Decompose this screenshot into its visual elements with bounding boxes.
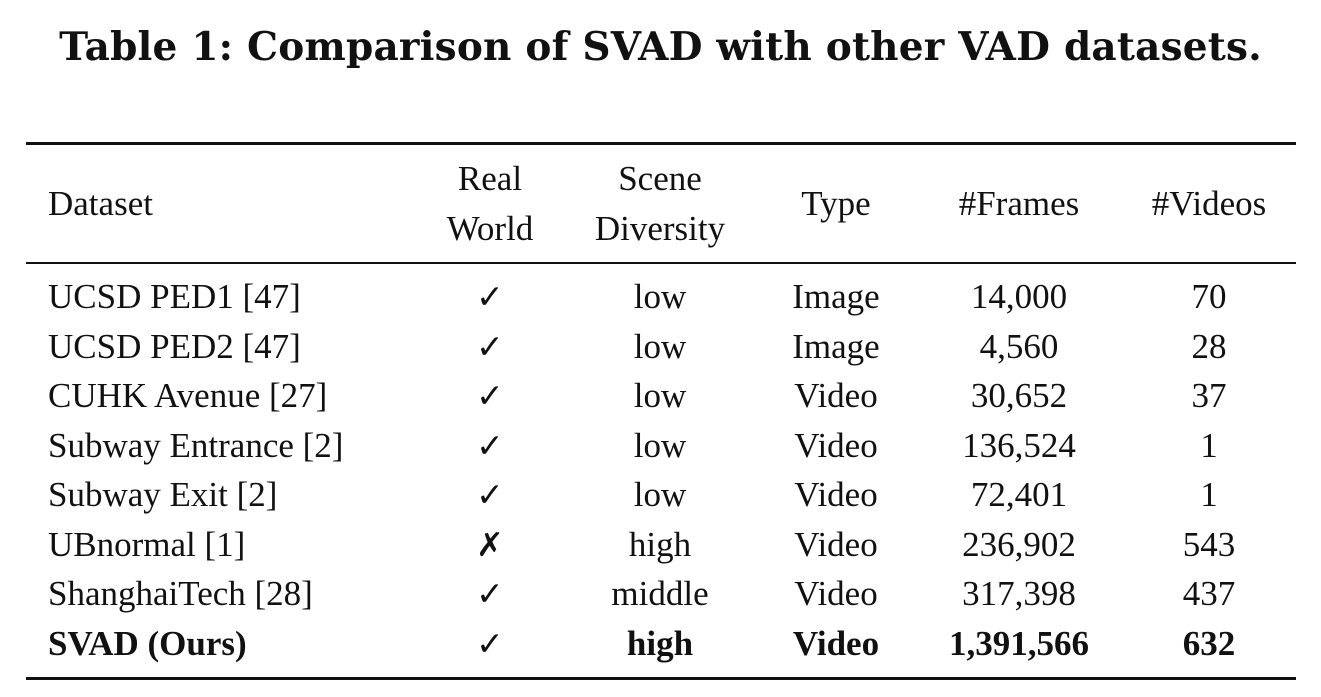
- cell-videos: 37: [1191, 376, 1227, 415]
- cell-dataset: UBnormal [1]: [48, 524, 246, 564]
- header-real-world-line2: World: [446, 209, 534, 248]
- table-caption: Table 1: Comparison of SVAD with other V…: [59, 24, 1262, 70]
- cell-scene-diversity: low: [633, 425, 687, 465]
- cell-real-world: ✓: [476, 425, 504, 465]
- cell-real-world: ✓: [476, 623, 504, 663]
- cell-dataset: UCSD PED1 [47]: [48, 277, 301, 316]
- header-frames: #Frames: [926, 150, 1112, 258]
- cell-dataset: CUHK Avenue [27]: [48, 376, 328, 415]
- header-frames-label: #Frames: [958, 184, 1080, 223]
- cell-type: Image: [792, 326, 880, 366]
- cell-scene-diversity: low: [633, 277, 687, 316]
- cell-frames: 236,902: [962, 524, 1076, 564]
- cell-scene-diversity: high: [626, 623, 694, 663]
- cell-real-world: ✗: [476, 524, 504, 564]
- cell-frames: 14,000: [970, 277, 1068, 316]
- cell-frames: 1,391,566: [949, 623, 1089, 663]
- cell-dataset: Subway Entrance [2]: [48, 425, 344, 465]
- cell-frames: 317,398: [962, 574, 1076, 613]
- cell-type: Video: [794, 425, 878, 465]
- table-row: UBnormal [1] ✗ high Video 236,902 543: [26, 520, 1296, 570]
- cell-videos: 437: [1182, 574, 1236, 613]
- cell-type: Image: [792, 277, 880, 316]
- header-scene-diversity-line2: Diversity: [594, 209, 726, 248]
- table-row-highlight: SVAD (Ours) ✓ high Video 1,391,566 632: [26, 619, 1296, 669]
- table-row: Subway Exit [2] ✓ low Video 72,401 1: [26, 470, 1296, 520]
- cell-frames: 4,560: [979, 326, 1059, 366]
- table-body: UCSD PED1 [47] ✓ low Image 14,000 70 UCS…: [26, 272, 1296, 668]
- header-dataset: Dataset: [48, 150, 438, 258]
- cell-videos: 1: [1200, 425, 1218, 465]
- cell-type: Video: [794, 524, 878, 564]
- table-header-rule: [26, 262, 1296, 264]
- cell-videos: 543: [1182, 524, 1236, 564]
- cell-scene-diversity: low: [633, 376, 687, 415]
- header-scene-diversity: Scene Diversity: [574, 150, 746, 258]
- cell-scene-diversity: middle: [611, 574, 709, 613]
- cell-type: Video: [794, 475, 878, 514]
- table-row: UCSD PED2 [47] ✓ low Image 4,560 28: [26, 322, 1296, 372]
- cell-real-world: ✓: [476, 277, 504, 316]
- cell-frames: 136,524: [962, 425, 1076, 465]
- cell-real-world: ✓: [476, 376, 504, 415]
- header-type: Type: [756, 150, 916, 258]
- header-type-label: Type: [801, 184, 871, 223]
- table-header-row: Dataset Real World Scene Diversity Type …: [26, 150, 1296, 258]
- cell-dataset: ShanghaiTech [28]: [48, 574, 313, 613]
- cell-frames: 30,652: [970, 376, 1068, 415]
- cell-videos: 632: [1182, 623, 1236, 663]
- table-row: UCSD PED1 [47] ✓ low Image 14,000 70: [26, 272, 1296, 322]
- cell-real-world: ✓: [476, 475, 504, 514]
- table-bottom-rule: [26, 677, 1296, 680]
- table-row: CUHK Avenue [27] ✓ low Video 30,652 37: [26, 371, 1296, 421]
- cell-real-world: ✓: [476, 574, 504, 613]
- cell-scene-diversity: low: [633, 475, 687, 514]
- cell-real-world: ✓: [476, 326, 504, 366]
- cell-scene-diversity: high: [628, 524, 692, 564]
- table-top-rule: [26, 142, 1296, 145]
- cell-type: Video: [794, 574, 878, 613]
- header-videos-label: #Videos: [1151, 184, 1267, 223]
- table-row: Subway Entrance [2] ✓ low Video 136,524 …: [26, 421, 1296, 471]
- cell-type: Video: [792, 623, 880, 663]
- header-real-world: Real World: [418, 150, 562, 258]
- cell-dataset: UCSD PED2 [47]: [48, 326, 301, 366]
- cell-videos: 70: [1191, 277, 1227, 316]
- cell-type: Video: [794, 376, 878, 415]
- header-dataset-label: Dataset: [48, 184, 153, 223]
- cell-scene-diversity: low: [633, 326, 687, 366]
- header-real-world-line1: Real: [457, 159, 523, 198]
- cell-videos: 28: [1191, 326, 1227, 366]
- table-row: ShanghaiTech [28] ✓ middle Video 317,398…: [26, 569, 1296, 619]
- cell-dataset: Subway Exit [2]: [48, 475, 278, 514]
- header-videos: #Videos: [1126, 150, 1292, 258]
- cell-videos: 1: [1200, 475, 1218, 514]
- cell-dataset: SVAD (Ours): [48, 623, 247, 663]
- cell-frames: 72,401: [970, 475, 1068, 514]
- header-scene-diversity-line1: Scene: [618, 159, 702, 198]
